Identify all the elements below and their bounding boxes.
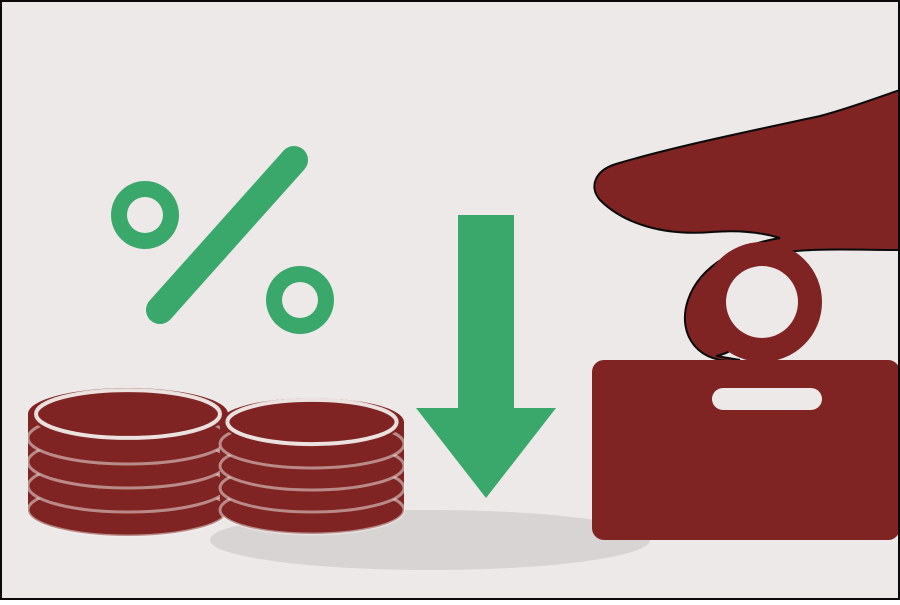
infographic-canvas [0, 0, 900, 600]
coin-stack [28, 388, 228, 536]
infographic-svg [0, 0, 900, 600]
coin-stack [220, 398, 404, 534]
